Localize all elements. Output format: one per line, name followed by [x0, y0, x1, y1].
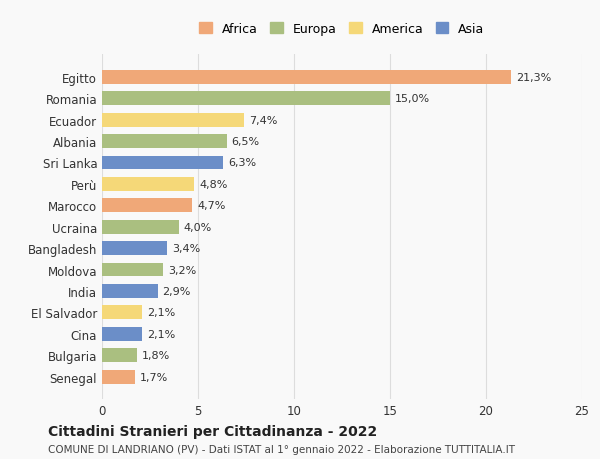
Bar [102, 306, 142, 319]
Text: COMUNE DI LANDRIANO (PV) - Dati ISTAT al 1° gennaio 2022 - Elaborazione TUTTITAL: COMUNE DI LANDRIANO (PV) - Dati ISTAT al… [48, 444, 515, 454]
Text: 3,4%: 3,4% [172, 244, 200, 253]
Bar [102, 370, 134, 384]
Bar [102, 327, 142, 341]
Bar [102, 71, 511, 84]
Bar [102, 92, 390, 106]
Text: 6,3%: 6,3% [228, 158, 256, 168]
Bar [102, 348, 137, 362]
Text: 3,2%: 3,2% [168, 265, 196, 275]
Text: 1,7%: 1,7% [139, 372, 167, 382]
Bar [102, 199, 192, 213]
Bar [102, 241, 167, 256]
Bar [102, 263, 163, 277]
Bar [102, 284, 158, 298]
Legend: Africa, Europa, America, Asia: Africa, Europa, America, Asia [193, 17, 491, 42]
Text: 4,8%: 4,8% [199, 179, 227, 190]
Text: 6,5%: 6,5% [232, 137, 260, 147]
Bar [102, 113, 244, 127]
Text: 4,0%: 4,0% [184, 222, 212, 232]
Text: 15,0%: 15,0% [395, 94, 430, 104]
Bar [102, 178, 194, 191]
Text: 1,8%: 1,8% [142, 350, 170, 360]
Text: 2,1%: 2,1% [147, 308, 175, 318]
Text: 7,4%: 7,4% [249, 115, 277, 125]
Text: 4,7%: 4,7% [197, 201, 226, 211]
Bar [102, 220, 179, 234]
Bar [102, 135, 227, 149]
Text: 2,9%: 2,9% [163, 286, 191, 296]
Text: 2,1%: 2,1% [147, 329, 175, 339]
Text: Cittadini Stranieri per Cittadinanza - 2022: Cittadini Stranieri per Cittadinanza - 2… [48, 425, 377, 438]
Text: 21,3%: 21,3% [516, 73, 551, 83]
Bar [102, 156, 223, 170]
